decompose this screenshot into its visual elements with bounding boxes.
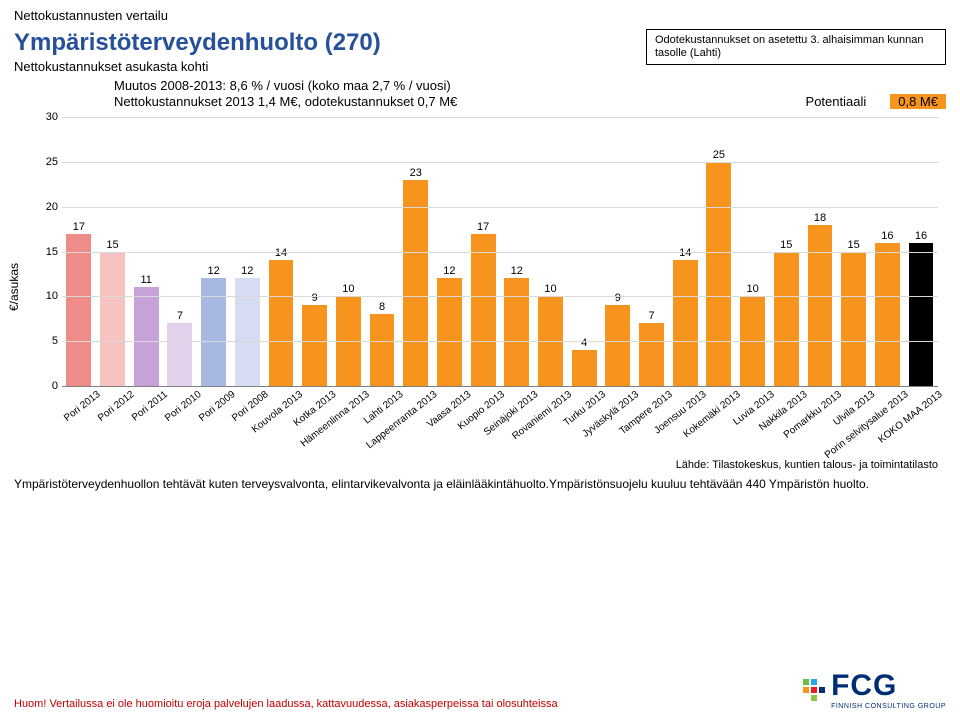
potentiaali-value: 0,8 M€: [890, 94, 946, 109]
bar: [403, 180, 428, 386]
bar: [66, 234, 91, 386]
bar-value-label: 9: [312, 292, 318, 304]
bar: [909, 243, 934, 386]
bar: [134, 287, 159, 386]
potentiaali-label: Potentiaali: [806, 94, 867, 109]
bar: [875, 243, 900, 386]
logo-text: FCG: [831, 669, 946, 703]
info-line-1: Muutos 2008-2013: 8,6 % / vuosi (koko ma…: [114, 78, 946, 93]
y-tick: 5: [34, 335, 58, 347]
bar-value-label: 7: [177, 310, 183, 322]
logo-mark-icon: [803, 675, 825, 705]
page-title: Ympäristöterveydenhuolto (270): [14, 29, 381, 57]
chart-source: Lähde: Tilastokeskus, kuntien talous- ja…: [14, 459, 946, 471]
bar: [572, 350, 597, 386]
bar: [841, 252, 866, 387]
gridline: [62, 162, 938, 163]
y-tick: 0: [34, 380, 58, 392]
note-box: Odotekustannukset on asetettu 3. alhaisi…: [646, 29, 946, 65]
gridline: [62, 252, 938, 253]
x-label: Pori 2011: [129, 387, 163, 457]
x-label: KOKO MAA 2013: [904, 387, 938, 457]
potentiaali: Potentiaali 0,8 M€: [806, 94, 946, 109]
bar-value-label: 15: [106, 239, 118, 251]
y-tick: 15: [34, 246, 58, 258]
bar-value-label: 7: [648, 310, 654, 322]
title-block: Ympäristöterveydenhuolto (270) Nettokust…: [14, 29, 381, 74]
chart-area: €/asukas 1715117121214910823121712104971…: [14, 117, 946, 457]
bar-value-label: 10: [746, 283, 758, 295]
footer: Huom! Vertailussa ei ole huomioitu eroja…: [14, 669, 946, 710]
page-subtitle: Nettokustannukset asukasta kohti: [14, 59, 381, 74]
bar: [167, 323, 192, 386]
bar-value-label: 17: [73, 221, 85, 233]
x-label: Hämeenlinna 2013: [332, 387, 366, 457]
bar: [201, 278, 226, 386]
logo-subtext: FINNISH CONSULTING GROUP: [831, 703, 946, 710]
bar-value-label: 14: [679, 247, 691, 259]
x-label: Kokemäki 2013: [702, 387, 736, 457]
x-label: Rovaniemi 2013: [534, 387, 568, 457]
description: Ympäristöterveydenhuollon tehtävät kuten…: [14, 477, 946, 491]
logo-text-block: FCG FINNISH CONSULTING GROUP: [831, 669, 946, 710]
bar-value-label: 23: [410, 167, 422, 179]
bar-value-label: 10: [342, 283, 354, 295]
info-lines: Muutos 2008-2013: 8,6 % / vuosi (koko ma…: [114, 78, 946, 109]
bar-value-label: 4: [581, 337, 587, 349]
bar-value-label: 12: [511, 265, 523, 277]
x-labels: Pori 2013Pori 2012Pori 2011Pori 2010Pori…: [62, 387, 938, 457]
bar-value-label: 15: [848, 239, 860, 251]
bar: [100, 252, 125, 387]
bar: [605, 305, 630, 386]
y-axis-label: €/asukas: [7, 263, 21, 311]
bar: [639, 323, 664, 386]
bar: [437, 278, 462, 386]
disclaimer: Huom! Vertailussa ei ole huomioitu eroja…: [14, 698, 558, 710]
bar-value-label: 16: [881, 230, 893, 242]
y-tick: 20: [34, 201, 58, 213]
bar: [808, 225, 833, 386]
gridline: [62, 296, 938, 297]
y-tick: 30: [34, 111, 58, 123]
x-label: Pori 2009: [197, 387, 231, 457]
bar: [504, 278, 529, 386]
bar-value-label: 12: [241, 265, 253, 277]
chart: 17 15 11 7 12 12 14 9 10 8 23 12 17 12 10 4 9 7 14 25 10 15 18…: [62, 117, 938, 387]
top-line: Nettokustannusten vertailu: [14, 8, 946, 23]
bar-value-label: 14: [275, 247, 287, 259]
bar: [774, 252, 799, 387]
bar-value-label: 8: [379, 301, 385, 313]
bar: [302, 305, 327, 386]
bar: [706, 162, 731, 386]
y-tick: 10: [34, 290, 58, 302]
header-row: Ympäristöterveydenhuolto (270) Nettokust…: [14, 29, 946, 74]
fcg-logo: FCG FINNISH CONSULTING GROUP: [803, 669, 946, 710]
x-label: Pori 2012: [96, 387, 130, 457]
bar: [235, 278, 260, 386]
bar-value-label: 9: [615, 292, 621, 304]
bar-value-label: 18: [814, 212, 826, 224]
bar-value-label: 17: [477, 221, 489, 233]
bar-value-label: 10: [544, 283, 556, 295]
x-label: Pori 2013: [62, 387, 96, 457]
page: Nettokustannusten vertailu Ympäristöterv…: [0, 0, 960, 720]
y-tick: 25: [34, 156, 58, 168]
bar-value-label: 11: [141, 274, 152, 286]
bar-value-label: 16: [915, 230, 927, 242]
bar-value-label: 25: [713, 149, 725, 161]
info-line-2: Nettokustannukset 2013 1,4 M€, odotekust…: [114, 94, 457, 109]
info-line-2-row: Nettokustannukset 2013 1,4 M€, odotekust…: [114, 94, 946, 109]
x-label: Pori 2010: [163, 387, 197, 457]
gridline: [62, 117, 938, 118]
bar-value-label: 12: [207, 265, 219, 277]
bar: [269, 260, 294, 386]
bar: [370, 314, 395, 386]
bar-value-label: 15: [780, 239, 792, 251]
bar-value-label: 12: [443, 265, 455, 277]
bar: [471, 234, 496, 386]
gridline: [62, 341, 938, 342]
gridline: [62, 207, 938, 208]
bar: [673, 260, 698, 386]
